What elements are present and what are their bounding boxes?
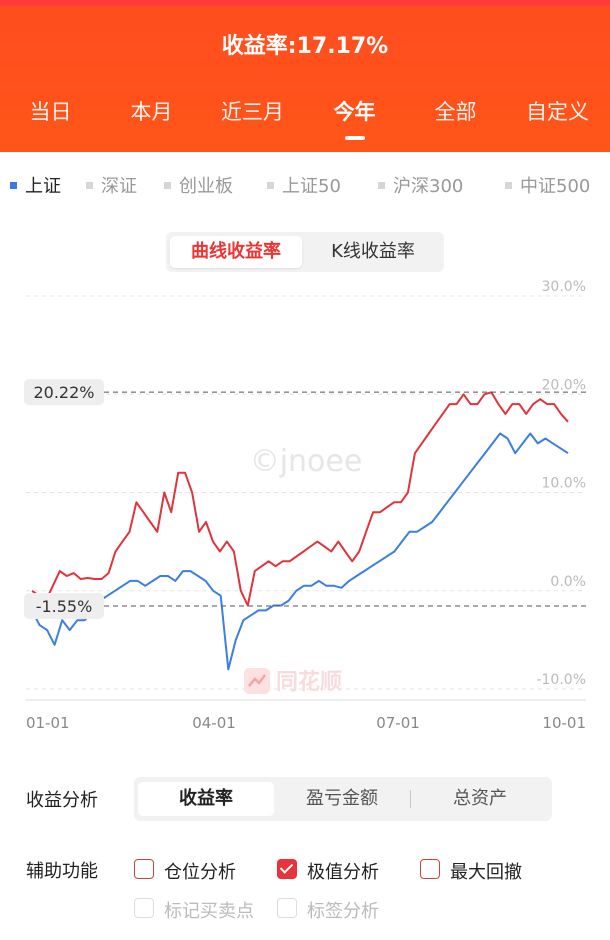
x-tick-label: 01-01: [26, 714, 70, 732]
min-value-label: -1.55%: [36, 597, 93, 616]
tab-all[interactable]: 全部: [434, 100, 477, 124]
series-line-index: [31, 432, 569, 671]
index-shenzhen[interactable]: 深证: [86, 172, 137, 198]
chart-grid: 30.0% 20.0% 10.0% 0.0% -10.0%: [26, 279, 586, 701]
index-csi500[interactable]: 中证500: [505, 172, 590, 198]
tab-three-months[interactable]: 近三月: [221, 100, 284, 124]
return-chart: 30.0% 20.0% 10.0% 0.0% -10.0% ©jnoee 同花顺 20.…: [24, 279, 586, 732]
aux-function-label: 辅助功能: [26, 861, 98, 882]
y-tick-label: -10.0%: [536, 672, 586, 688]
index-selector: 上证 深证 创业板 上证50 沪深300 中证500: [0, 172, 610, 204]
series-line-portfolio: [31, 391, 569, 607]
brand-text: 同花顺: [276, 669, 342, 695]
max-value-label: 20.22%: [33, 383, 94, 402]
x-axis: 01-01 04-01 07-01 10-01: [26, 714, 586, 732]
index-chinext[interactable]: 创业板: [164, 172, 233, 198]
header: 收益率:17.17% 当日 本月 近三月 今年 全部 自定义: [0, 0, 610, 152]
tab-custom[interactable]: 自定义: [526, 100, 589, 124]
tab-month[interactable]: 本月: [130, 100, 173, 124]
index-dot-icon: [164, 182, 171, 189]
brand-logo: 同花顺: [244, 668, 342, 695]
status-strip: [0, 0, 610, 6]
period-tabs: 当日 本月 近三月 今年 全部 自定义: [0, 96, 610, 146]
checkbox-checked-icon: [277, 859, 297, 879]
curve-return-button[interactable]: 曲线收益率: [170, 236, 302, 268]
y-tick-label: 20.0%: [542, 377, 586, 393]
min-value-badge: [24, 592, 104, 619]
index-dot-icon: [10, 182, 17, 189]
x-tick-label: 07-01: [376, 714, 420, 732]
tab-this-year[interactable]: 今年: [304, 96, 405, 140]
index-dot-icon: [86, 182, 93, 189]
brand-logo-mark: [248, 674, 266, 687]
return-analysis-label: 收益分析: [26, 790, 98, 811]
seg-return-rate[interactable]: 收益率: [138, 782, 274, 816]
extreme-markers: 20.22% -1.55%: [24, 379, 586, 619]
tab-today[interactable]: 当日: [29, 100, 72, 124]
kline-return-button[interactable]: K线收益率: [331, 241, 415, 262]
y-tick-label: 0.0%: [550, 574, 586, 590]
index-dot-icon: [505, 182, 512, 189]
index-sse50[interactable]: 上证50: [267, 172, 341, 198]
index-dot-icon: [378, 182, 385, 189]
index-shanghai[interactable]: 上证: [10, 172, 61, 198]
y-tick-label: 10.0%: [542, 476, 586, 492]
max-value-badge: [24, 379, 104, 406]
watermark-text: ©jnoee: [250, 444, 363, 479]
checkbox-icon: [420, 859, 440, 879]
return-title: 收益率:17.17%: [221, 34, 389, 59]
y-tick-label: 30.0%: [542, 279, 586, 295]
seg-divider: [410, 790, 411, 808]
checkbox-disabled-icon: [277, 898, 297, 918]
seg-profit-loss[interactable]: 盈亏金额: [306, 788, 378, 809]
chart-mode-toggle: 曲线收益率 K线收益率: [166, 232, 444, 272]
checkbox-icon: [134, 859, 154, 879]
x-tick-label: 04-01: [192, 714, 236, 732]
index-dot-icon: [267, 182, 274, 189]
seg-total-assets[interactable]: 总资产: [453, 788, 507, 809]
checkbox-disabled-icon: [134, 898, 154, 918]
x-tick-label: 10-01: [542, 714, 586, 732]
index-csi300[interactable]: 沪深300: [378, 172, 463, 198]
active-tab-indicator: [345, 136, 365, 140]
series-layer: [31, 391, 569, 671]
analysis-segment: 收益率 盈亏金额 总资产: [134, 777, 552, 821]
